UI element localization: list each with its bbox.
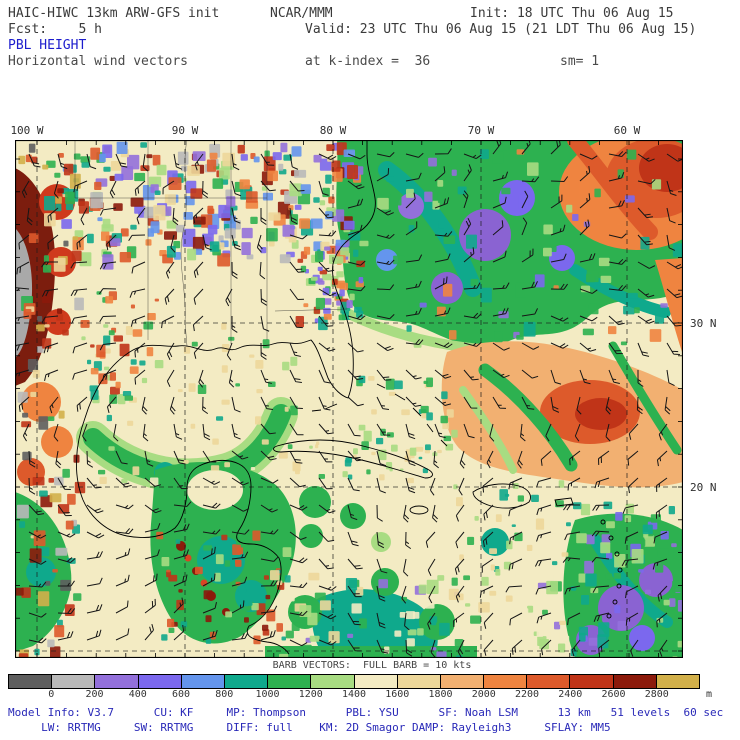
colorbar-tick-label: 2000 xyxy=(471,689,496,700)
header-valid-time: Valid: 23 UTC Thu 06 Aug 15 (21 LDT Thu … xyxy=(305,22,697,37)
colorbar-block xyxy=(137,674,182,689)
colorbar-block xyxy=(180,674,225,689)
field-subtitle: Horizontal wind vectors xyxy=(8,54,189,69)
colorbar-tick-label: 1800 xyxy=(428,689,453,700)
colorbar-block xyxy=(569,674,614,689)
colorbar-block xyxy=(223,674,269,689)
colorbar xyxy=(8,674,700,689)
field-title: PBL HEIGHT xyxy=(8,38,87,53)
field-shading xyxy=(15,132,715,658)
colorbar-tick-label: 2200 xyxy=(514,689,540,700)
x-axis-tick-label: 70 W xyxy=(467,124,495,137)
colorbar-tick-label: 400 xyxy=(128,689,147,700)
header-org: NCAR/MMM xyxy=(270,6,333,21)
footer-model-info-line: Model Info: V3.7 CU: KF MP: Thompson PBL… xyxy=(8,706,724,719)
wind-barbs xyxy=(11,137,684,658)
colorbar-block xyxy=(396,674,441,689)
colorbar-block xyxy=(267,674,312,689)
colorbar-block xyxy=(8,674,53,689)
colorbar-block xyxy=(526,674,571,689)
colorbar-tick-label: 2600 xyxy=(601,689,626,700)
colorbar-tick-label: 1600 xyxy=(385,689,410,700)
colorbar-block xyxy=(483,674,528,689)
x-axis-tick-label: 90 W xyxy=(171,124,199,137)
x-axis-tick-label: 100 W xyxy=(10,124,44,137)
colorbar-tick-label: 1400 xyxy=(341,689,367,700)
colorbar-tick-label: 1200 xyxy=(298,689,323,700)
colorbar-block xyxy=(655,674,700,689)
field-mottle xyxy=(15,140,692,666)
colorbar-block xyxy=(439,674,485,689)
x-axis-tick-label: 80 W xyxy=(319,124,347,137)
coastlines xyxy=(74,139,623,655)
map-border xyxy=(14,139,684,659)
state-borders xyxy=(74,139,348,347)
sm-label: sm= 1 xyxy=(560,54,600,69)
y-axis-tick-label: 30 N xyxy=(690,317,717,330)
colorbar-tick-label: 1000 xyxy=(255,689,280,700)
colorbar-tick-label: 0 xyxy=(48,689,55,700)
colorbar-tick-label: 2400 xyxy=(558,689,583,700)
header-init-time: Init: 18 UTC Thu 06 Aug 15 xyxy=(470,6,674,21)
colorbar-unit: m xyxy=(706,689,713,700)
colorbar-tick-label: 600 xyxy=(171,689,191,700)
footer-physics-line: LW: RRTMG SW: RRTMG DIFF: full KM: 2D Sm… xyxy=(8,721,611,734)
colorbar-block xyxy=(51,674,96,689)
x-axis-tick-label: 60 W xyxy=(613,124,641,137)
map-canvas xyxy=(11,132,715,666)
barb-legend: BARB VECTORS: FULL BARB = 10 kts xyxy=(272,660,472,671)
colorbar-ticks: 0 200 400 600 800 1000 1200 1400 1600 1800 2000 220… xyxy=(8,689,700,701)
colorbar-block xyxy=(612,674,657,689)
colorbar-tick-label: 200 xyxy=(85,689,104,700)
header-model-title: HAIC-HIWC 13km ARW-GFS init xyxy=(8,6,220,21)
y-axis-tick-label: 20 N xyxy=(690,481,717,494)
colorbar-tick-label: 2800 xyxy=(644,689,669,700)
colorbar-tick-label: 800 xyxy=(215,689,234,700)
colorbar-block xyxy=(94,674,139,689)
colorbar-block xyxy=(310,674,355,689)
k-index-label: at k-index = 36 xyxy=(305,54,431,69)
header-forecast-hour: Fcst: 5 h xyxy=(8,22,102,37)
colorbar-block xyxy=(353,674,398,689)
